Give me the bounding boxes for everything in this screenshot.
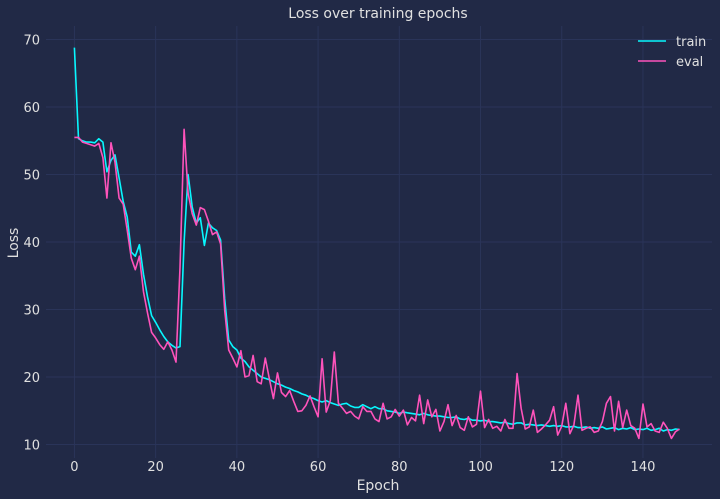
legend: train eval <box>638 35 706 70</box>
x-tick-label: 80 <box>391 460 408 475</box>
legend-label-train: train <box>676 35 706 50</box>
x-tick-labels: 0 20 40 60 80 100 120 140 <box>70 460 655 475</box>
y-axis-title: Loss <box>6 228 22 259</box>
x-axis-title: Epoch <box>357 478 400 494</box>
x-tick-label: 60 <box>310 460 327 475</box>
series-line-eval <box>74 128 680 440</box>
y-tick-label: 10 <box>23 439 40 454</box>
y-tick-label: 20 <box>23 371 40 386</box>
x-tick-label: 100 <box>468 460 493 475</box>
grid <box>46 26 712 458</box>
x-tick-label: 0 <box>70 460 78 475</box>
chart-title: Loss over training epochs <box>288 6 467 22</box>
series-line-train <box>73 47 680 432</box>
y-tick-label: 40 <box>23 236 40 251</box>
series-lines <box>73 47 680 440</box>
y-tick-label: 70 <box>23 34 40 49</box>
x-tick-label: 40 <box>229 460 246 475</box>
y-tick-label: 60 <box>23 101 40 116</box>
y-tick-label: 50 <box>23 169 40 184</box>
x-tick-label: 140 <box>631 460 656 475</box>
y-tick-labels: 10 20 30 40 50 60 70 <box>23 34 40 454</box>
legend-label-eval: eval <box>676 55 703 70</box>
x-tick-label: 20 <box>147 460 164 475</box>
y-tick-label: 30 <box>23 304 40 319</box>
x-tick-label: 120 <box>549 460 574 475</box>
